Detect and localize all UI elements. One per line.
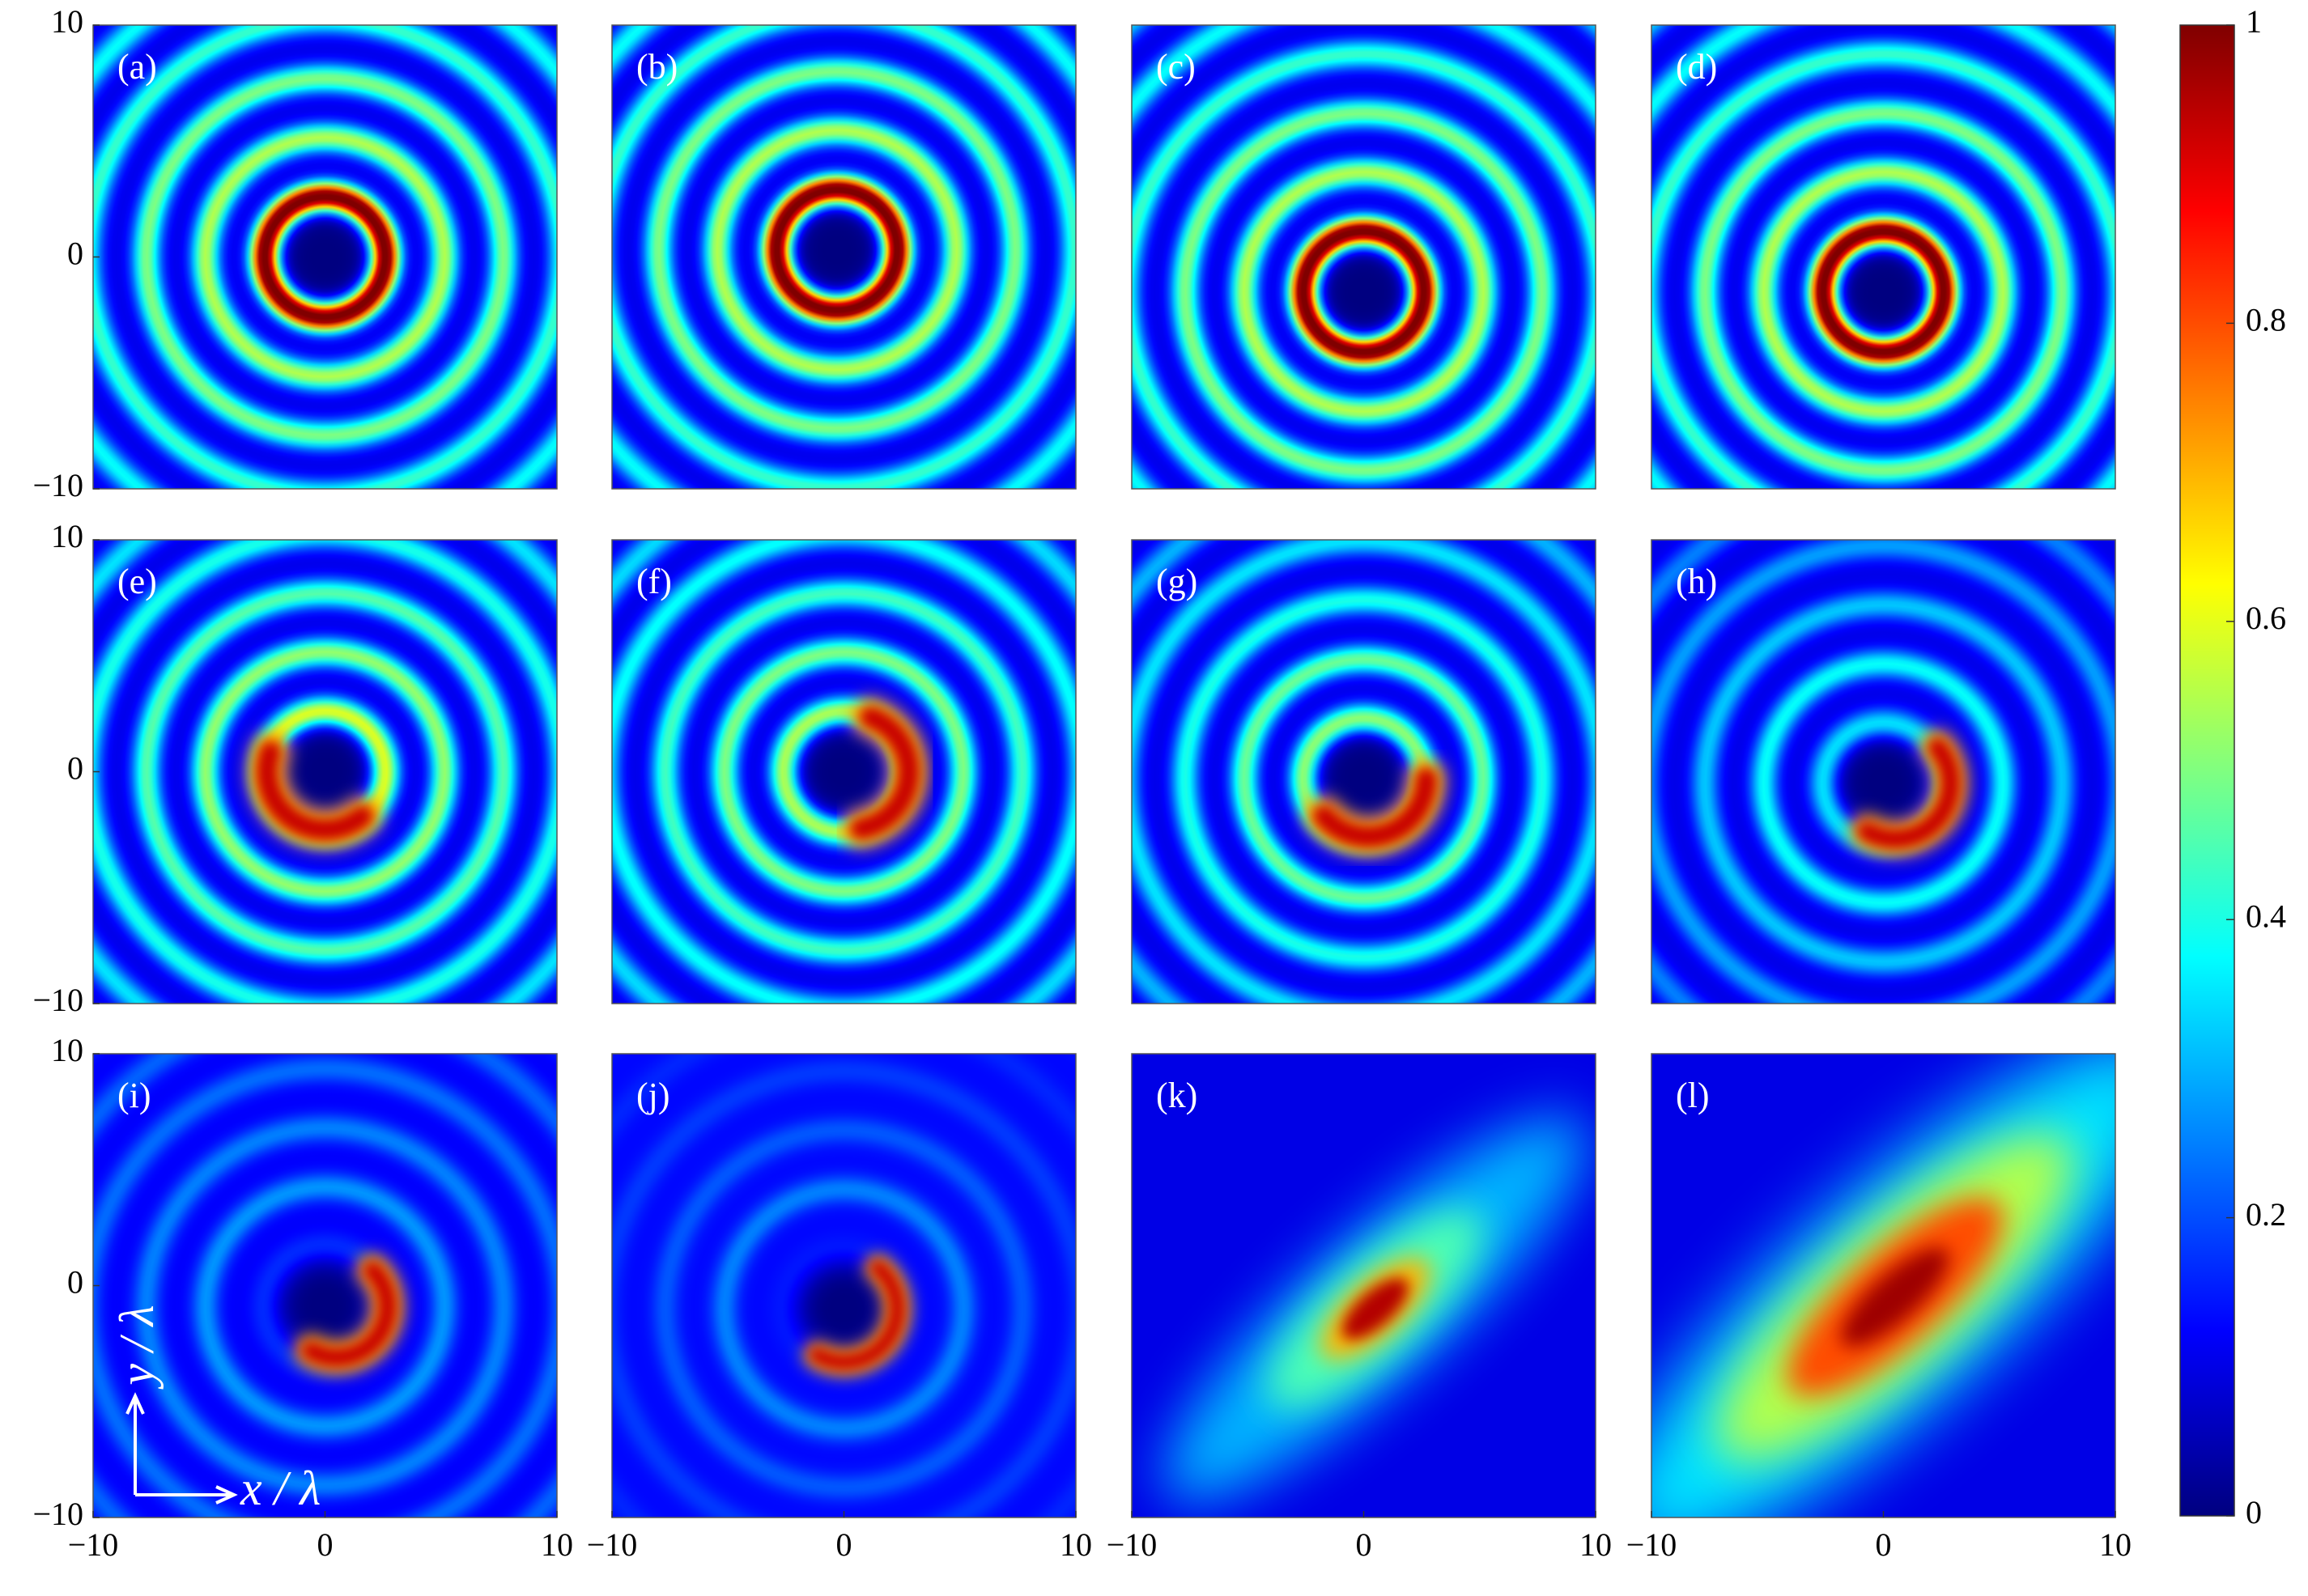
colorbar-tick-label: 0 <box>2246 1494 2262 1530</box>
x-tick-label: 0 <box>317 1526 334 1563</box>
colorbar-tick-label: 0.8 <box>2246 302 2286 338</box>
panel-label: (i) <box>117 1076 151 1115</box>
heatmap-panel <box>1651 25 2115 489</box>
heatmap <box>93 1054 557 1517</box>
y-tick-label: −10 <box>32 982 83 1018</box>
x-tick-label: 10 <box>2099 1526 2132 1563</box>
heatmap <box>1132 540 1596 1004</box>
heatmap-panel <box>612 1054 1076 1517</box>
heatmap-panel <box>1651 1054 2115 1517</box>
y-tick-label: 0 <box>67 236 83 272</box>
heatmap <box>612 25 1076 489</box>
y-tick-label: 0 <box>67 750 83 787</box>
crescent <box>302 1261 397 1367</box>
colorbar-tick-label: 0.4 <box>2246 898 2286 934</box>
colorbar <box>2179 24 2235 1517</box>
y-axis-label: y / λ <box>110 1305 164 1390</box>
panel-label: (h) <box>1676 562 1717 601</box>
panel-label: (g) <box>1156 562 1197 601</box>
crescent <box>257 741 373 841</box>
heatmap-panel <box>1132 25 1596 489</box>
heatmap-blob <box>1341 1278 1409 1340</box>
crescent <box>1313 768 1437 847</box>
heatmap <box>1651 25 2115 489</box>
crescent <box>850 707 920 839</box>
heatmap-panel <box>1132 540 1596 1004</box>
heatmap <box>93 25 557 489</box>
x-tick-label: 10 <box>1579 1526 1612 1563</box>
panel-label: (d) <box>1676 47 1717 87</box>
x-tick-label: −10 <box>1107 1526 1158 1563</box>
heatmap-panel <box>1132 1054 1596 1517</box>
heatmap-blob <box>1841 1247 1949 1348</box>
panel-label: (a) <box>117 47 157 87</box>
x-tick-label: 0 <box>836 1526 852 1563</box>
axis-arrow <box>125 1392 238 1505</box>
x-tick-label: −10 <box>1626 1526 1677 1563</box>
heatmap-panel <box>93 1054 557 1517</box>
x-axis-label: x / λ <box>240 1462 321 1515</box>
crescent <box>810 1260 905 1370</box>
panel-label: (l) <box>1676 1076 1710 1115</box>
x-tick-label: 10 <box>1060 1526 1092 1563</box>
x-tick-label: −10 <box>587 1526 638 1563</box>
heatmap-panel <box>1651 540 2115 1004</box>
y-tick-label: 10 <box>51 518 83 554</box>
panel-label: (b) <box>636 47 678 87</box>
heatmap <box>93 540 557 1004</box>
crescent <box>1857 738 1961 849</box>
x-tick-label: 10 <box>541 1526 573 1563</box>
panel-frame <box>611 24 1077 490</box>
x-tick-label: 0 <box>1876 1526 1892 1563</box>
y-tick-label: −10 <box>32 467 83 503</box>
panel-frame <box>1131 539 1596 1004</box>
x-tick-label: 0 <box>1356 1526 1372 1563</box>
panel-label: (j) <box>636 1076 670 1115</box>
y-tick-label: 10 <box>51 3 83 40</box>
heatmap-panel <box>612 540 1076 1004</box>
heatmap <box>612 1054 1076 1517</box>
colorbar-tick-label: 0.2 <box>2246 1196 2286 1233</box>
heatmap <box>612 540 1076 1004</box>
heatmap-panel <box>93 540 557 1004</box>
heatmap-panel <box>93 25 557 489</box>
panel-label: (e) <box>117 562 157 601</box>
colorbar-tick-label: 1 <box>2246 3 2262 40</box>
colorbar-tick-label: 0.6 <box>2246 600 2286 636</box>
panel-frame <box>1131 24 1596 490</box>
heatmap-panel <box>612 25 1076 489</box>
y-tick-label: −10 <box>32 1496 83 1532</box>
panel-label: (k) <box>1156 1076 1197 1115</box>
x-tick-label: −10 <box>68 1526 119 1563</box>
panel-frame <box>1651 24 2116 490</box>
panel-frame <box>1651 539 2116 1004</box>
heatmap <box>1651 540 2115 1004</box>
y-tick-label: 10 <box>51 1032 83 1068</box>
heatmap <box>1132 25 1596 489</box>
panel-frame <box>611 539 1077 1004</box>
y-tick-label: 0 <box>67 1264 83 1301</box>
panel-label: (f) <box>636 562 672 601</box>
panel-label: (c) <box>1156 47 1196 87</box>
